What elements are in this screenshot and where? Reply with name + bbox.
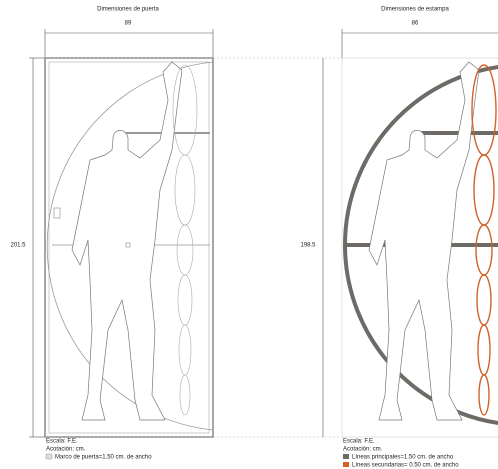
hinge: [53, 207, 61, 219]
legend-text: Acotación: cm.: [343, 447, 383, 453]
circle-arc: [46, 61, 214, 431]
navel-mark: [125, 242, 131, 248]
legend-text: Líneas secundarias= 0.50 cm. de ancho: [352, 463, 459, 469]
legend-swatch: [45, 453, 53, 460]
legend-swatch: [343, 462, 349, 467]
figure: [71, 61, 183, 421]
legend-text: Líneas principales=1.50 cm. de ancho: [352, 455, 454, 461]
spiral: [471, 64, 497, 416]
legend-text: Escala: F.E.: [46, 439, 78, 445]
left-panel: Dimensiones de puerta 89 201.5 Escala: F…: [10, 7, 342, 461]
door-inner: [48, 61, 210, 434]
figure: [368, 61, 480, 421]
width-label: 86: [412, 21, 419, 27]
height-label: 198.5: [300, 243, 316, 249]
legend-text: Escala: F.E.: [343, 439, 375, 445]
legend-text: Acotación: cm.: [46, 447, 86, 453]
print-frame: [341, 57, 498, 438]
legend-text: Marco de puerta=1.50 cm. de ancho: [55, 455, 152, 461]
right-panel: Dimensiones de estampa 86 198.5 Escala: …: [300, 7, 498, 469]
legend-swatch: [343, 454, 349, 459]
width-label: 89: [125, 21, 132, 27]
panel-title: Dimensiones de estampa: [381, 7, 449, 13]
spiral: [172, 64, 198, 416]
height-label: 201.5: [10, 243, 26, 249]
panel-title: Dimensiones de puerta: [97, 7, 159, 13]
